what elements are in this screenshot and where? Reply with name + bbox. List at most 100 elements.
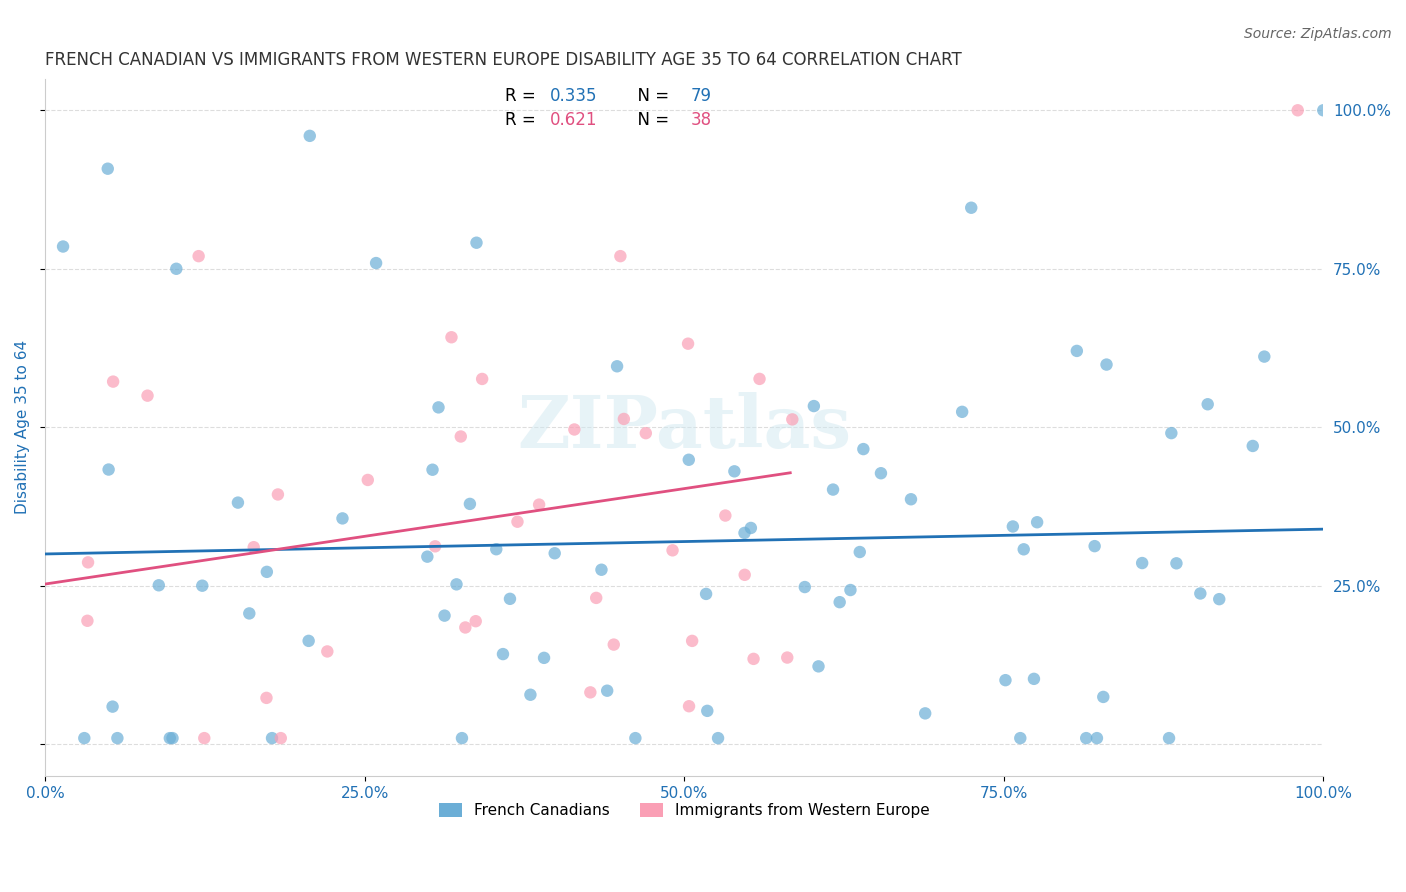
Point: [564, 422, 586, 436]
Point: [238, 607, 260, 621]
Point: [193, 731, 215, 745]
Point: [450, 429, 472, 443]
Point: [159, 731, 181, 745]
Point: [77, 555, 100, 569]
Point: [848, 545, 870, 559]
Point: [723, 464, 745, 478]
Point: [852, 442, 875, 456]
Point: [332, 511, 354, 525]
Point: [591, 563, 613, 577]
Point: [707, 731, 730, 745]
Point: [464, 614, 486, 628]
Point: [485, 542, 508, 557]
Point: [101, 375, 124, 389]
Point: [316, 644, 339, 658]
Text: N =: N =: [627, 87, 673, 105]
Point: [423, 539, 446, 553]
Point: [1084, 539, 1107, 553]
Point: [242, 540, 264, 554]
Point: [807, 659, 830, 673]
Text: 0.621: 0.621: [550, 112, 598, 129]
Point: [1095, 358, 1118, 372]
Point: [1160, 426, 1182, 441]
Point: [440, 330, 463, 344]
Point: [821, 483, 844, 497]
Text: FRENCH CANADIAN VS IMMIGRANTS FROM WESTERN EUROPE DISABILITY AGE 35 TO 64 CORREL: FRENCH CANADIAN VS IMMIGRANTS FROM WESTE…: [45, 51, 962, 69]
Point: [596, 683, 619, 698]
Point: [364, 256, 387, 270]
Point: [782, 412, 804, 426]
Point: [298, 128, 321, 143]
Point: [678, 452, 700, 467]
Text: R =: R =: [505, 112, 541, 129]
Text: R =: R =: [505, 87, 541, 105]
Point: [1208, 592, 1230, 607]
Point: [803, 399, 825, 413]
Point: [994, 673, 1017, 688]
Point: [634, 426, 657, 441]
Point: [52, 239, 75, 253]
Point: [1026, 515, 1049, 529]
Point: [454, 620, 477, 634]
Point: [1253, 350, 1275, 364]
Point: [226, 495, 249, 509]
Point: [748, 372, 770, 386]
Point: [1312, 103, 1334, 118]
Point: [960, 201, 983, 215]
Point: [1286, 103, 1309, 118]
Point: [828, 595, 851, 609]
Point: [624, 731, 647, 745]
Point: [416, 549, 439, 564]
Point: [714, 508, 737, 523]
Point: [696, 704, 718, 718]
Point: [793, 580, 815, 594]
Point: [585, 591, 607, 605]
Text: 0.335: 0.335: [550, 87, 598, 105]
Point: [603, 638, 626, 652]
Point: [73, 731, 96, 745]
Point: [734, 567, 756, 582]
Point: [606, 359, 628, 374]
Point: [148, 578, 170, 592]
Point: [613, 412, 636, 426]
Point: [458, 497, 481, 511]
Point: [499, 591, 522, 606]
Point: [839, 582, 862, 597]
Point: [256, 690, 278, 705]
Point: [97, 161, 120, 176]
Point: [1010, 731, 1032, 745]
Point: [298, 633, 321, 648]
Point: [776, 650, 799, 665]
Point: [162, 731, 184, 745]
Point: [914, 706, 936, 721]
Point: [1197, 397, 1219, 411]
Point: [187, 249, 209, 263]
Point: [544, 546, 567, 560]
Point: [870, 467, 893, 481]
Point: [1157, 731, 1180, 745]
Point: [492, 647, 515, 661]
Point: [1001, 519, 1024, 533]
Point: [357, 473, 380, 487]
Point: [533, 651, 555, 665]
Point: [609, 249, 631, 263]
Point: [136, 389, 159, 403]
Text: N =: N =: [627, 112, 673, 129]
Point: [256, 565, 278, 579]
Point: [422, 463, 444, 477]
Point: [527, 498, 550, 512]
Point: [465, 235, 488, 250]
Point: [519, 688, 541, 702]
Text: ZIPatlas: ZIPatlas: [517, 392, 852, 463]
Point: [1130, 556, 1153, 570]
Point: [506, 515, 529, 529]
Text: 38: 38: [690, 112, 711, 129]
Point: [579, 685, 602, 699]
Point: [1022, 672, 1045, 686]
Point: [1092, 690, 1115, 704]
Text: Source: ZipAtlas.com: Source: ZipAtlas.com: [1244, 27, 1392, 41]
Point: [1076, 731, 1098, 745]
Point: [950, 405, 973, 419]
Point: [165, 261, 187, 276]
Point: [681, 633, 703, 648]
